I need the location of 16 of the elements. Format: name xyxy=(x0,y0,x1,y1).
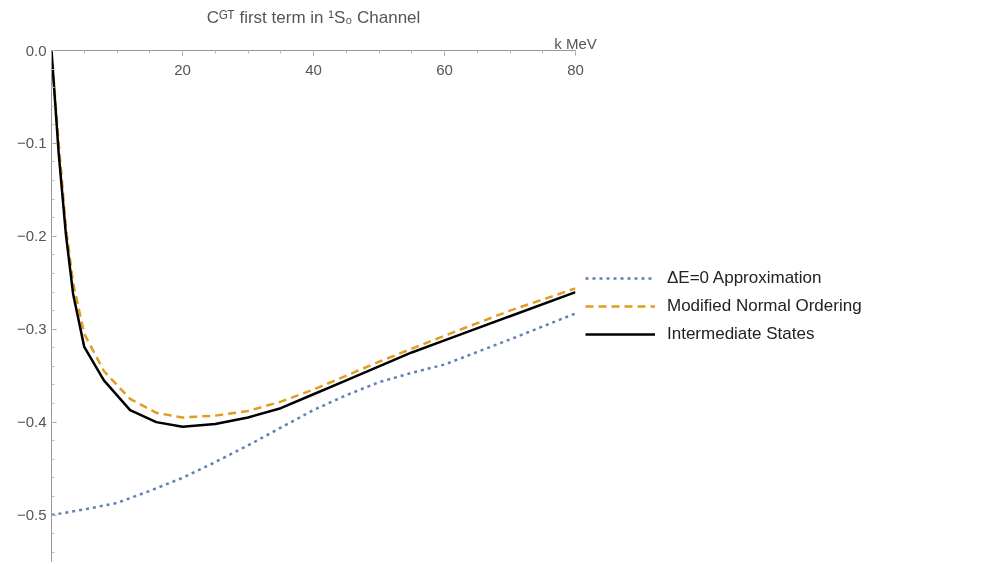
x-tick-label: 40 xyxy=(305,60,322,78)
line-series xyxy=(51,312,576,517)
chart-title: Cᴳᵀ first term in ¹S₀ Channel xyxy=(206,7,421,27)
x-tick-label: 80 xyxy=(567,60,584,78)
legend-label: Modified Normal Ordering xyxy=(667,295,862,316)
x-axis-title: k MeV xyxy=(554,34,597,52)
legend-label: ΔE=0 Approximation xyxy=(667,267,822,288)
y-tick-label: 0.0 xyxy=(25,41,47,59)
y-tick-label: −0.1 xyxy=(16,134,47,152)
x-tick-label: 60 xyxy=(436,60,453,78)
y-tick-label: −0.5 xyxy=(16,506,47,524)
y-tick-label: −0.4 xyxy=(16,413,47,431)
x-tick-label: 20 xyxy=(174,60,191,78)
y-tick-label: −0.3 xyxy=(16,320,47,338)
y-tick-label: −0.2 xyxy=(16,227,47,245)
legend-label: Intermediate States xyxy=(667,323,815,344)
